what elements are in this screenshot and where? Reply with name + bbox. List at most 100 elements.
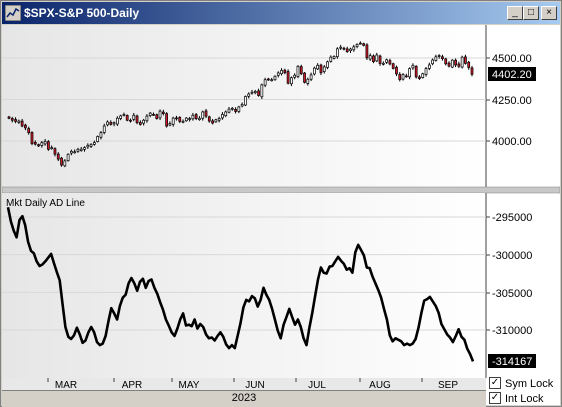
ad-line	[6, 206, 475, 362]
candle-down	[56, 153, 60, 160]
candle-down	[175, 117, 178, 120]
candle-down	[267, 78, 270, 81]
candle-up	[434, 56, 438, 61]
candle-up	[93, 142, 96, 145]
year-bar: 2023	[2, 390, 486, 407]
month-ticks	[47, 378, 423, 382]
price-tick-label: 4250.00	[492, 95, 532, 107]
candle-up	[336, 48, 339, 57]
candle-down	[467, 61, 471, 68]
candle-up	[198, 117, 201, 120]
candle-up	[227, 108, 231, 113]
month-label: JUL	[308, 380, 326, 390]
candle-up	[119, 115, 123, 119]
candle-up	[280, 70, 283, 75]
candle-up	[408, 68, 411, 78]
maximize-button[interactable]: □	[523, 6, 539, 20]
ad-gridlines	[2, 216, 486, 331]
candle-up	[86, 144, 90, 148]
candle-up	[431, 59, 434, 65]
candle-up	[329, 56, 333, 62]
candle-up	[313, 67, 316, 75]
candle-down	[391, 63, 395, 69]
candle-up	[276, 72, 280, 76]
year-label: 2023	[231, 392, 257, 404]
ad-panel-label: Mkt Daily AD Line	[6, 198, 85, 209]
candle-up	[148, 112, 152, 116]
candle-up	[247, 93, 251, 97]
int-lock-label: Int Lock	[505, 393, 544, 405]
price-panel-bg	[2, 25, 486, 187]
candle-up	[352, 46, 356, 51]
candle-up	[43, 140, 47, 145]
chart-area: 4500.00 4250.00 4000.00 4402.20 Mkt Dail…	[2, 25, 560, 407]
candle-up	[296, 65, 300, 77]
ad-tick-label: -310000	[492, 325, 532, 337]
candle-down	[358, 42, 362, 45]
candle-down	[125, 115, 129, 121]
candle-down	[457, 63, 461, 67]
chart-app-icon	[5, 5, 21, 21]
minimize-button[interactable]: _	[507, 6, 523, 20]
chart-svg[interactable]: 4500.00 4250.00 4000.00 4402.20 Mkt Dail…	[2, 25, 560, 390]
candle-down	[418, 76, 421, 79]
candle-up	[240, 103, 244, 107]
candle-up	[132, 114, 136, 120]
candle-up	[70, 150, 73, 154]
candle-up	[230, 107, 234, 110]
candle-up	[188, 118, 191, 120]
month-label: AUG	[369, 380, 391, 390]
ad-tick-label: -300000	[492, 250, 532, 262]
candle-up	[332, 55, 336, 59]
candle-up	[368, 55, 372, 60]
candle-up	[339, 46, 343, 49]
candle-up	[375, 54, 379, 62]
candle-up	[385, 59, 388, 63]
panel-separator[interactable]	[2, 186, 560, 194]
maximize-icon: □	[527, 7, 535, 18]
candle-up	[96, 136, 100, 142]
ad-tick-label: -295000	[492, 212, 532, 224]
candle-up	[191, 114, 195, 120]
candle-down	[152, 114, 155, 116]
candle-up	[40, 142, 44, 146]
sym-lock-checkbox[interactable]: ✓ Sym Lock	[489, 377, 553, 391]
candle-up	[112, 122, 116, 125]
int-lock-checkbox[interactable]: ✓ Int Lock	[489, 392, 544, 406]
candle-down	[20, 120, 24, 127]
candle-up	[437, 55, 441, 57]
candle-up	[122, 114, 126, 116]
candle-up	[306, 78, 310, 84]
candle-down	[395, 66, 398, 75]
checkbox-icon: ✓	[489, 392, 501, 405]
candle-up	[237, 106, 241, 112]
candle-up	[145, 115, 149, 122]
candle-down	[24, 124, 27, 129]
candle-down	[60, 157, 63, 166]
close-button[interactable]: ×	[541, 6, 557, 20]
title-bar[interactable]: $SPX-S&P 500-Daily _ □ ×	[2, 2, 560, 24]
candle-down	[303, 72, 306, 83]
candle-up	[214, 119, 218, 123]
month-label: JUN	[245, 380, 264, 390]
candle-up	[181, 120, 185, 123]
candle-down	[27, 128, 31, 134]
candle-up	[322, 66, 326, 72]
candle-up	[309, 74, 313, 80]
price-tick-label: 4000.00	[492, 136, 532, 148]
candle-down	[7, 116, 11, 119]
candle-down	[161, 111, 165, 114]
candle-up	[326, 61, 329, 68]
candle-down	[372, 55, 375, 63]
candle-down	[207, 116, 211, 122]
candle-up	[401, 74, 405, 80]
month-label: APR	[122, 380, 143, 390]
candle-down	[342, 47, 346, 50]
candle-down	[319, 64, 323, 74]
candle-down	[345, 48, 349, 53]
candle-down	[204, 110, 208, 117]
candle-down	[388, 60, 392, 65]
candle-down	[10, 118, 14, 121]
candle-down	[234, 108, 237, 112]
